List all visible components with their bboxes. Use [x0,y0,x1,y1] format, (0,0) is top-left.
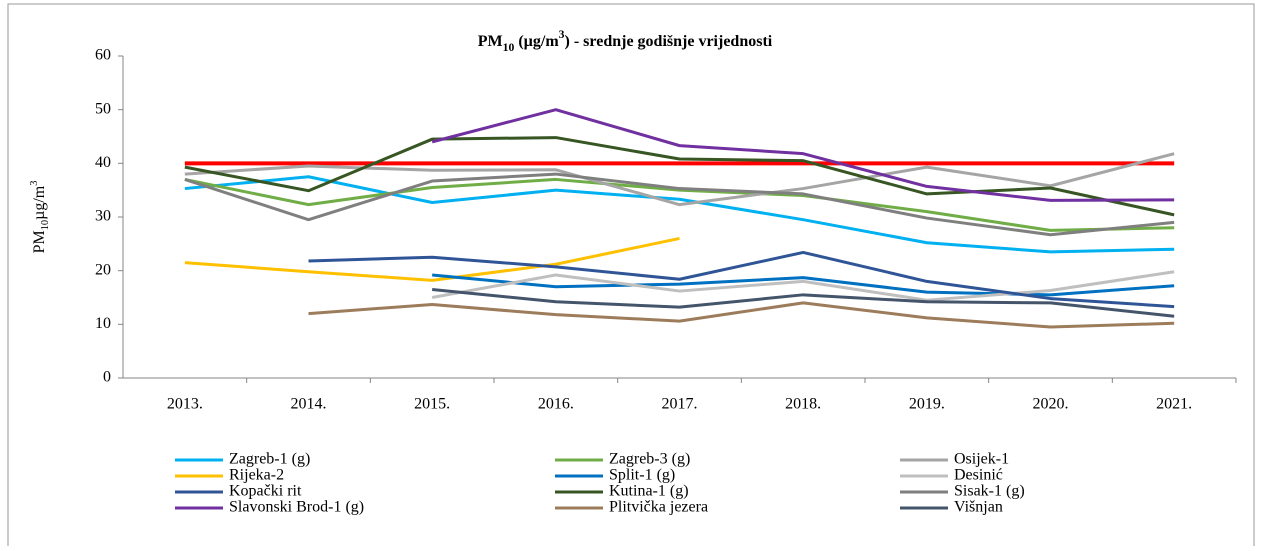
title-run: PM [478,33,503,50]
series-line [432,287,1175,318]
legend-label: Desinić [954,467,1003,484]
legend-label: Sisak-1 (g) [954,483,1025,500]
legend-label: Osijek-1 [954,451,1009,468]
series-line [308,250,1175,309]
x-tick-label: 2016. [538,396,574,413]
series-line [184,175,1175,254]
y-tick-label: 0 [103,369,111,386]
title-run: 10 [503,41,515,54]
x-tick-label: 2014. [291,396,327,413]
chart-title: PM10 (µg/m3) - srednje godišnje vrijedno… [478,28,773,54]
y-tick-label: 60 [95,47,111,64]
series-line [432,273,1175,297]
series-line [184,177,1175,232]
x-tick-label: 2018. [785,396,821,413]
series-line [184,172,1175,237]
x-tick-label: 2021. [1156,396,1192,413]
legend-label: Višnjan [954,499,1003,516]
title-run: ) - srednje godišnje vrijednosti [565,33,773,50]
x-tick-label: 2017. [662,396,698,413]
y-axis-label: PM10µg/m3 [29,181,51,254]
legend-label: Zagreb-3 (g) [609,451,690,468]
legend-label: Kutina-1 (g) [609,483,689,500]
title-run: 3 [559,28,565,41]
y-tick-label: 10 [95,315,111,332]
legend-label: Rijeka-2 [229,467,284,484]
x-tick-label: 2013. [167,396,203,413]
series-line [431,270,1175,302]
y_label-run: PM [31,230,48,253]
series-line [184,152,1175,207]
y-tick-label: 50 [95,100,111,117]
x-tick-label: 2019. [909,396,945,413]
series-line [184,236,680,282]
legend-label: Plitvička jezera [609,499,708,516]
x-tick-label: 2015. [414,396,450,413]
frame [7,3,1255,551]
title-run: (µg/m [514,33,559,50]
legend-label: Kopački rit [229,483,302,500]
y_label-run: 3 [29,181,40,186]
x-tick-label: 2020. [1033,396,1069,413]
y-tick-label: 20 [95,261,111,278]
legend-label: Split-1 (g) [609,467,675,484]
y_label-run: µg/m [31,185,48,220]
series-line [431,108,1175,202]
legend-label: Slavonski Brod-1 (g) [229,499,364,516]
y_label-run: 10 [40,220,51,230]
y-tick-label: 40 [95,154,111,171]
series-line [184,136,1175,217]
y-tick-label: 30 [95,208,111,225]
legend-label: Zagreb-1 (g) [229,451,310,468]
series-line [308,301,1175,329]
